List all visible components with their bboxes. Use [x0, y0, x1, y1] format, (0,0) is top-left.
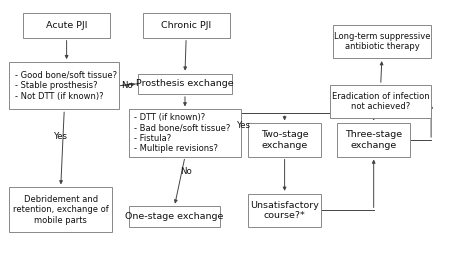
- Text: Three-stage
exchange: Three-stage exchange: [345, 130, 402, 150]
- Text: Two-stage
exchange: Two-stage exchange: [261, 130, 309, 150]
- Text: Long-term suppressive
antibiotic therapy: Long-term suppressive antibiotic therapy: [334, 32, 430, 51]
- Text: Yes: Yes: [54, 132, 68, 141]
- Text: No: No: [121, 81, 133, 90]
- Text: No: No: [181, 168, 192, 177]
- Text: One-stage exchange: One-stage exchange: [125, 212, 224, 221]
- FancyBboxPatch shape: [337, 123, 410, 157]
- FancyBboxPatch shape: [248, 123, 321, 157]
- FancyBboxPatch shape: [143, 13, 229, 38]
- FancyBboxPatch shape: [129, 206, 220, 227]
- FancyBboxPatch shape: [129, 109, 241, 157]
- Text: Debridement and
retention, exchange of
mobile parts: Debridement and retention, exchange of m…: [13, 195, 109, 225]
- Text: Acute PJI: Acute PJI: [46, 21, 87, 30]
- Text: - Good bone/soft tissue?
- Stable prosthesis?
- Not DTT (if known)?: - Good bone/soft tissue? - Stable prosth…: [15, 71, 117, 100]
- Text: Yes: Yes: [237, 122, 251, 131]
- Text: Eradication of infection
not achieved?: Eradication of infection not achieved?: [332, 92, 429, 111]
- FancyBboxPatch shape: [248, 194, 321, 227]
- Text: Chronic PJI: Chronic PJI: [161, 21, 211, 30]
- Text: - DTT (if known)?
- Bad bone/soft tissue?
- Fistula?
- Multiple revisions?: - DTT (if known)? - Bad bone/soft tissue…: [134, 113, 231, 153]
- Text: Unsatisfactory
course?*: Unsatisfactory course?*: [250, 201, 319, 220]
- FancyBboxPatch shape: [138, 74, 232, 94]
- FancyBboxPatch shape: [330, 85, 431, 118]
- FancyBboxPatch shape: [9, 187, 112, 232]
- FancyBboxPatch shape: [333, 25, 431, 58]
- FancyBboxPatch shape: [9, 62, 119, 109]
- FancyBboxPatch shape: [23, 13, 110, 38]
- Text: Prosthesis exchange: Prosthesis exchange: [136, 79, 234, 88]
